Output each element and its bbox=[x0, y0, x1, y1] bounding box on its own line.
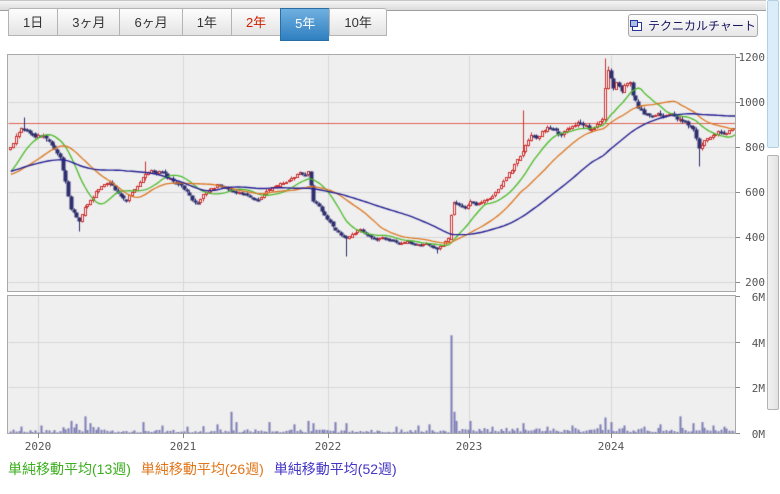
price-tick-mark bbox=[736, 237, 740, 238]
tab-1年[interactable]: 1年 bbox=[181, 8, 231, 36]
year-tick-label: 2023 bbox=[455, 440, 483, 453]
volume-tick-mark bbox=[736, 296, 740, 297]
price-chart-canvas[interactable] bbox=[8, 55, 735, 291]
technical-chart-button-label: テクニカルチャート bbox=[648, 19, 756, 33]
year-tick-mark bbox=[183, 433, 184, 438]
tab-6ヶ月[interactable]: 6ヶ月 bbox=[119, 8, 182, 36]
price-chart-panel bbox=[7, 54, 736, 292]
price-tick-label: 200 bbox=[745, 276, 765, 289]
tab-2年[interactable]: 2年 bbox=[230, 8, 281, 36]
year-tick-label: 2020 bbox=[24, 440, 52, 453]
tab-10年[interactable]: 10年 bbox=[329, 8, 387, 36]
price-tick-mark bbox=[736, 147, 740, 148]
legend-item: 単純移動平均(52週) bbox=[273, 461, 397, 477]
price-tick-label: 1200 bbox=[738, 51, 766, 64]
tab-5年[interactable]: 5年 bbox=[280, 8, 330, 41]
moving-average-legend: 単純移動平均(13週) 単純移動平均(26週) 単純移動平均(52週) bbox=[8, 459, 407, 479]
legend-item: 単純移動平均(26週) bbox=[140, 461, 264, 477]
volume-tick-mark bbox=[736, 387, 740, 388]
year-tick-mark bbox=[611, 433, 612, 438]
volume-tick-label: 6M bbox=[751, 291, 765, 304]
year-tick-label: 2022 bbox=[314, 440, 342, 453]
price-tick-label: 400 bbox=[745, 231, 765, 244]
legend-item: 単純移動平均(13週) bbox=[8, 461, 131, 477]
volume-tick-label: 4M bbox=[751, 337, 765, 350]
year-tick-mark bbox=[328, 433, 329, 438]
technical-chart-button[interactable]: テクニカルチャート bbox=[628, 14, 758, 37]
price-tick-label: 800 bbox=[745, 141, 765, 154]
window-chart-icon bbox=[630, 20, 643, 31]
period-tabs: 1日 3ヶ月 6ヶ月 1年 2年 5年 10年 bbox=[8, 8, 387, 41]
scrollbar-thumb[interactable] bbox=[767, 155, 779, 410]
volume-tick-label: 0M bbox=[751, 428, 765, 441]
volume-chart-panel bbox=[7, 295, 736, 434]
price-tick-mark bbox=[736, 282, 740, 283]
volume-chart-canvas[interactable] bbox=[8, 296, 735, 433]
price-tick-label: 1000 bbox=[738, 96, 766, 109]
year-tick-mark bbox=[469, 433, 470, 438]
price-tick-mark bbox=[736, 57, 740, 58]
price-tick-mark bbox=[736, 192, 740, 193]
volume-tick-mark bbox=[736, 433, 740, 434]
year-tick-label: 2021 bbox=[169, 440, 197, 453]
right-panel-edge bbox=[767, 0, 779, 148]
volume-tick-mark bbox=[736, 342, 740, 343]
year-tick-label: 2024 bbox=[597, 440, 625, 453]
tab-1日[interactable]: 1日 bbox=[8, 8, 58, 36]
volume-tick-label: 2M bbox=[751, 382, 765, 395]
year-tick-mark bbox=[38, 433, 39, 438]
price-tick-mark bbox=[736, 102, 740, 103]
tab-3ヶ月[interactable]: 3ヶ月 bbox=[57, 8, 120, 36]
price-tick-label: 600 bbox=[745, 186, 765, 199]
